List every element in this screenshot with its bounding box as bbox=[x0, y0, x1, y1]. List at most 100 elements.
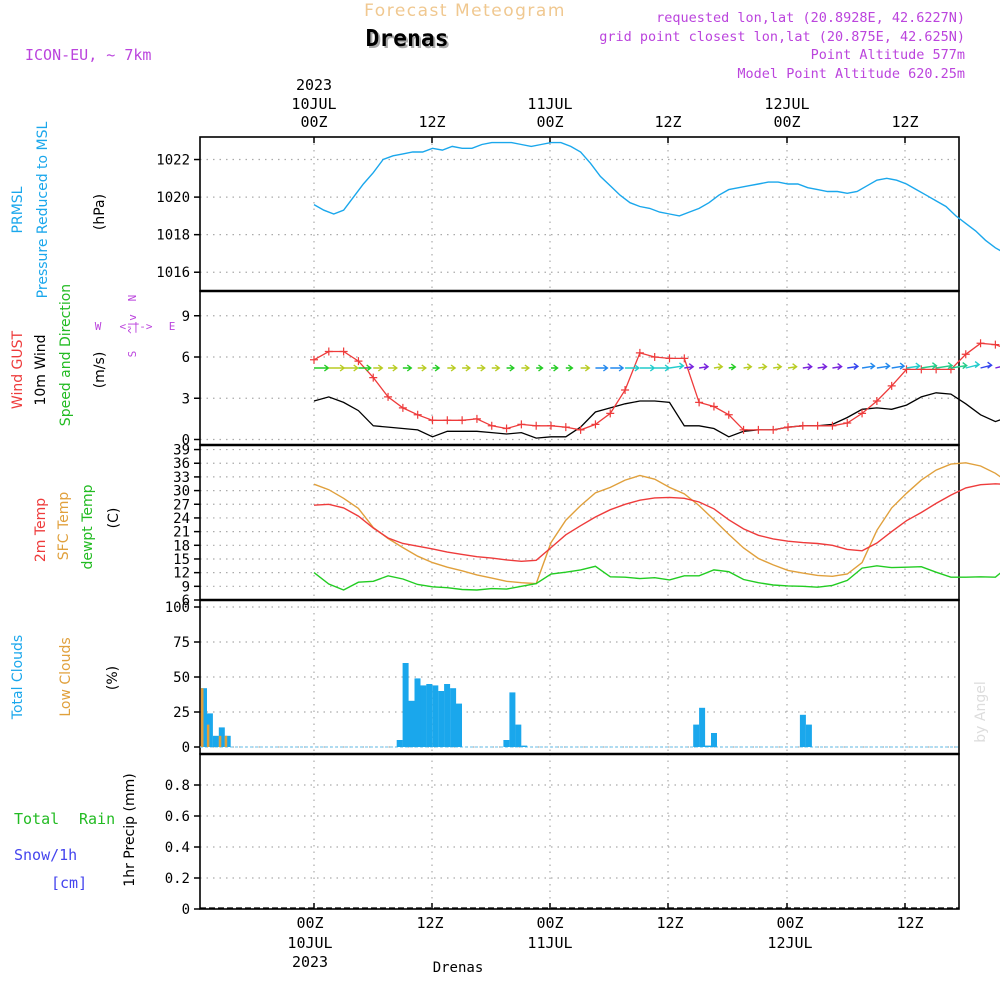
y-tick-label: 39 bbox=[173, 443, 190, 459]
panel-frame bbox=[199, 444, 960, 601]
total-cloud-bar bbox=[408, 700, 415, 747]
wind-direction-arrow bbox=[684, 363, 695, 371]
gust-point-marker bbox=[784, 423, 792, 432]
top-date-10jul: 10JUL bbox=[291, 95, 336, 113]
wind-direction-arrow bbox=[417, 364, 427, 372]
gust-point-marker bbox=[384, 392, 393, 401]
total-cloud-bar bbox=[503, 740, 510, 747]
bottom-hour-label: 12Z bbox=[656, 914, 683, 932]
compass-rose: N ^|v S W <-|-> E bbox=[95, 295, 176, 358]
dewpt-line bbox=[313, 565, 1000, 591]
gust-point-marker bbox=[887, 381, 896, 390]
wind-direction-arrow bbox=[936, 362, 954, 370]
wind-label-10m: 10m Wind bbox=[33, 334, 49, 405]
compass-arrows-vertical: ^|v bbox=[126, 314, 139, 334]
gust-point-marker bbox=[635, 348, 644, 357]
compass-south: S bbox=[126, 351, 139, 358]
y-tick-label: 0.8 bbox=[165, 778, 190, 794]
temp-label-2m: 2m Temp bbox=[33, 498, 49, 562]
gust-point-marker bbox=[724, 410, 733, 419]
wind-direction-arrow bbox=[743, 363, 753, 371]
gust-point-marker bbox=[680, 354, 689, 363]
grid-point: grid point closest lon,lat (20.875E, 42.… bbox=[599, 29, 965, 45]
wind-direction-arrow bbox=[595, 364, 609, 372]
panel-frame bbox=[199, 753, 960, 910]
gust-point-marker bbox=[532, 421, 541, 430]
gust-point-marker bbox=[917, 365, 926, 374]
gust-point-marker bbox=[339, 347, 348, 356]
total-cloud-bar bbox=[414, 678, 421, 747]
y-tick-label: 1018 bbox=[156, 228, 190, 244]
temp-unit: (C) bbox=[106, 508, 122, 529]
gust-point-marker bbox=[709, 402, 718, 411]
wind-direction-arrow bbox=[980, 361, 993, 369]
watermark: by Angel bbox=[973, 681, 989, 742]
temp-label-sfc: SFC Temp bbox=[56, 492, 72, 561]
gust-point-marker bbox=[458, 416, 467, 425]
y-tick-label: 18 bbox=[173, 538, 190, 554]
total-cloud-bar bbox=[693, 724, 700, 747]
requested-point: requested lon,lat (20.8928E, 42.6227N) bbox=[656, 10, 965, 26]
gust-point-marker bbox=[858, 409, 867, 418]
bottom-year: 2023 bbox=[292, 953, 328, 971]
total-cloud-bar bbox=[402, 663, 409, 747]
bottom-hour-label: 00Z bbox=[776, 914, 803, 932]
wind-direction-arrow bbox=[625, 364, 641, 372]
wind-direction-arrow bbox=[876, 362, 891, 370]
top-hour-label: 00Z bbox=[300, 113, 327, 131]
wind-direction-arrow bbox=[995, 366, 1000, 369]
gust-point-marker bbox=[487, 421, 496, 430]
gust-point-marker bbox=[561, 423, 570, 432]
wind10m-line bbox=[313, 392, 1000, 439]
cloud-label-low: Low Clouds bbox=[58, 637, 74, 716]
total-cloud-bar bbox=[438, 691, 445, 747]
gust-point-marker bbox=[754, 425, 763, 434]
wind-direction-arrow bbox=[610, 364, 625, 372]
y-tick-label: 0.2 bbox=[165, 871, 190, 887]
gust-point-marker bbox=[472, 414, 481, 423]
wind-direction-arrow bbox=[476, 364, 486, 372]
precip-unit: 1hr Precip (mm) bbox=[122, 773, 138, 886]
low-cloud-bar bbox=[206, 724, 210, 747]
wind-direction-arrow bbox=[565, 364, 574, 372]
bottom-hour-label: 00Z bbox=[536, 914, 563, 932]
wind-direction-arrow bbox=[491, 364, 501, 372]
gust-point-marker bbox=[769, 425, 778, 434]
wind-direction-arrow bbox=[891, 362, 906, 370]
wind-direction-arrow bbox=[832, 363, 843, 371]
total-cloud-bar bbox=[218, 727, 225, 747]
wind-label-direction: Speed and Direction bbox=[58, 284, 74, 426]
wind-direction-arrow bbox=[817, 363, 828, 371]
wind-direction-arrow bbox=[669, 362, 685, 370]
wind-unit: (m/s) bbox=[92, 352, 108, 389]
total-cloud-bar bbox=[456, 703, 462, 747]
gust-point-marker bbox=[369, 373, 378, 382]
top-hour-label: 12Z bbox=[654, 113, 681, 131]
precip-label-cm: [cm] bbox=[51, 874, 87, 892]
low-cloud-bar bbox=[218, 735, 222, 747]
total-cloud-bar bbox=[396, 740, 403, 747]
temp-label-dewpt: dewpt Temp bbox=[80, 484, 96, 569]
wind-direction-arrow bbox=[950, 362, 968, 370]
cloud-unit: (%) bbox=[105, 666, 121, 690]
wind-direction-arrow bbox=[802, 363, 813, 371]
compass-east: E bbox=[169, 320, 176, 333]
gust-point-marker bbox=[828, 421, 837, 430]
y-tick-label: 1020 bbox=[156, 190, 190, 206]
gust-point-marker bbox=[576, 425, 585, 434]
pressure-labels: PRMSL Pressure Reduced to MSL (hPa) bbox=[10, 121, 108, 298]
y-tick-label: 3 bbox=[182, 391, 190, 407]
top-time-axis: 2023 10JUL 11JUL 12JUL 00Z 12Z 00Z 12Z 0… bbox=[291, 76, 918, 131]
bottom-date-10jul: 10JUL bbox=[287, 934, 332, 952]
gust-point-marker bbox=[976, 339, 985, 348]
gust-point-marker bbox=[428, 416, 437, 425]
wind-direction-arrow bbox=[728, 363, 737, 371]
cloud-label-total: Total Clouds bbox=[10, 635, 26, 720]
total-cloud-bar bbox=[224, 735, 231, 747]
wind-direction-arrow bbox=[847, 362, 860, 370]
gust-point-marker bbox=[606, 409, 615, 418]
gust-point-marker bbox=[517, 420, 526, 429]
wind-direction-arrow bbox=[580, 364, 591, 372]
footer-station: Drenas bbox=[433, 960, 484, 976]
y-tick-label: 0 bbox=[182, 740, 190, 756]
